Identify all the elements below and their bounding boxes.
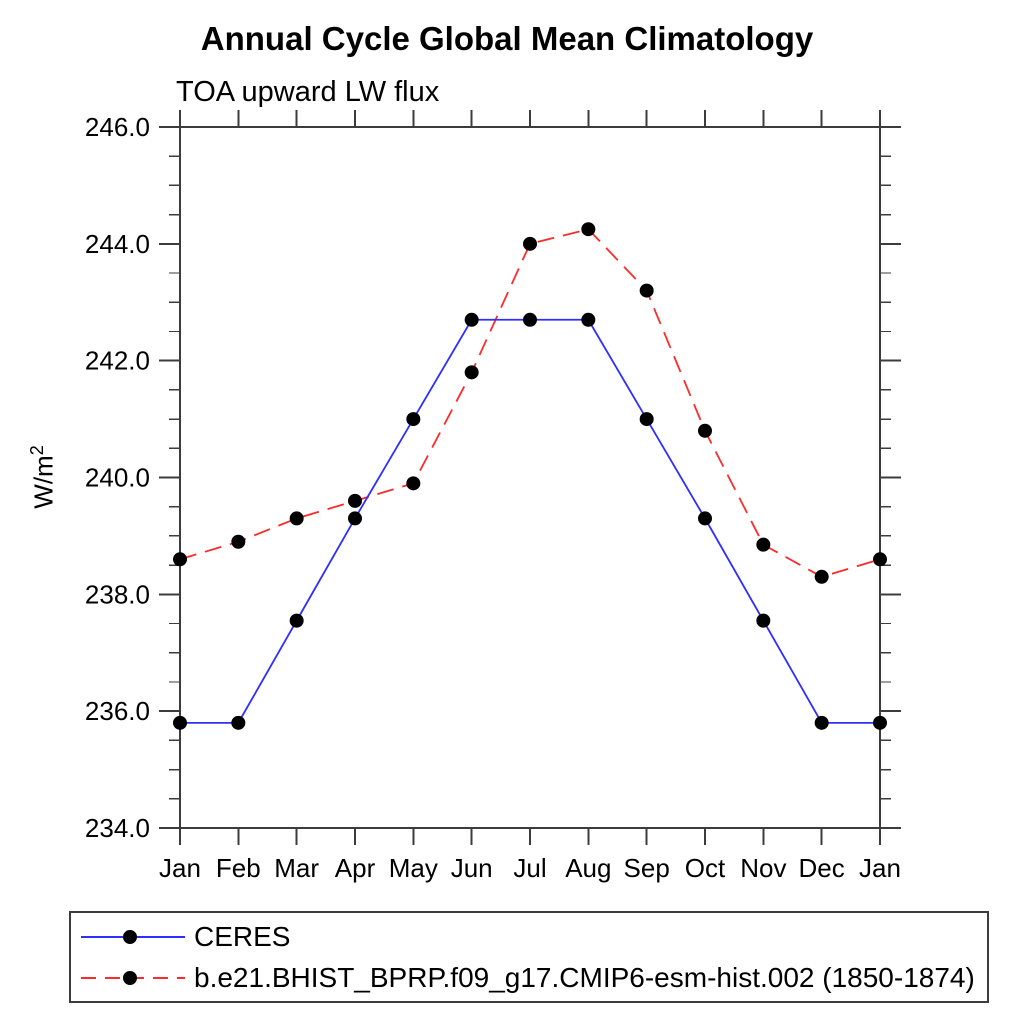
legend-label-ceres: CERES: [194, 920, 291, 952]
plot-frame: [179, 126, 881, 829]
x-tick-label: Feb: [216, 853, 261, 883]
x-tick-label: May: [389, 853, 438, 883]
data-point-marker: [231, 715, 246, 730]
chart-title: Annual Cycle Global Mean Climatology: [200, 20, 814, 57]
model-line: [179, 228, 881, 578]
y-tick-label: 236.0: [85, 696, 150, 726]
data-point-marker: [756, 613, 771, 628]
data-point-marker: [173, 715, 187, 730]
data-point-marker: [289, 613, 304, 628]
legend-row-model: b.e21.BHIST_BPRP.f09_g17.CMIP6-esm-hist.…: [77, 957, 987, 998]
data-point-marker: [464, 365, 479, 380]
data-point-marker: [523, 236, 537, 251]
data-point-marker: [698, 511, 712, 526]
data-point-marker: [814, 715, 829, 730]
x-tick-label: Apr: [335, 853, 376, 883]
y-tick-label: 242.0: [85, 346, 150, 376]
data-point-marker: [348, 493, 362, 508]
ceres-line: [180, 318, 880, 724]
y-tick-label: 244.0: [85, 229, 150, 259]
y-tick-label: 238.0: [85, 579, 150, 609]
data-point-marker: [873, 715, 887, 730]
x-tick-label: Jan: [159, 853, 201, 883]
data-point-marker: [231, 534, 246, 549]
data-point-marker: [698, 423, 712, 438]
data-point-marker: [173, 552, 187, 567]
data-point-marker: [639, 283, 654, 298]
x-tick-label: Aug: [565, 853, 611, 883]
data-point-marker: [406, 476, 421, 491]
x-tick-label: Sep: [624, 853, 670, 883]
y-tick-label: 234.0: [85, 813, 150, 843]
data-point-marker: [406, 412, 421, 427]
y-tick-label: 246.0: [85, 112, 150, 142]
data-point-marker: [523, 312, 537, 327]
data-point-marker: [348, 511, 362, 526]
legend-label-model: b.e21.BHIST_BPRP.f09_g17.CMIP6-esm-hist.…: [194, 961, 975, 993]
x-tick-label: Jul: [513, 853, 546, 883]
legend-ceres-line-sample: [81, 929, 185, 944]
data-point-marker: [289, 511, 304, 526]
legend-model-line-sample: [81, 970, 185, 985]
y-tick-label: 240.0: [85, 463, 150, 493]
data-point-marker: [873, 552, 887, 567]
chart-subtitle: TOA upward LW flux: [176, 76, 440, 108]
data-point-marker: [581, 222, 596, 237]
data-point-marker: [464, 312, 479, 327]
x-tick-label: Jun: [451, 853, 493, 883]
x-tick-label: Jan: [859, 853, 901, 883]
legend-row-ceres: CERES: [77, 916, 987, 957]
x-tick-label: Oct: [685, 853, 726, 883]
data-point-marker: [581, 312, 596, 327]
x-tick-label: Dec: [799, 853, 845, 883]
legend-box: CERES b.e21.BHIST_BPRP.f09_g17.CMIP6-esm…: [69, 911, 989, 1003]
data-point-marker: [756, 537, 771, 552]
data-point-marker: [814, 569, 829, 584]
data-point-marker: [639, 412, 654, 427]
x-tick-label: Mar: [274, 853, 319, 883]
x-tick-label: Nov: [740, 853, 786, 883]
